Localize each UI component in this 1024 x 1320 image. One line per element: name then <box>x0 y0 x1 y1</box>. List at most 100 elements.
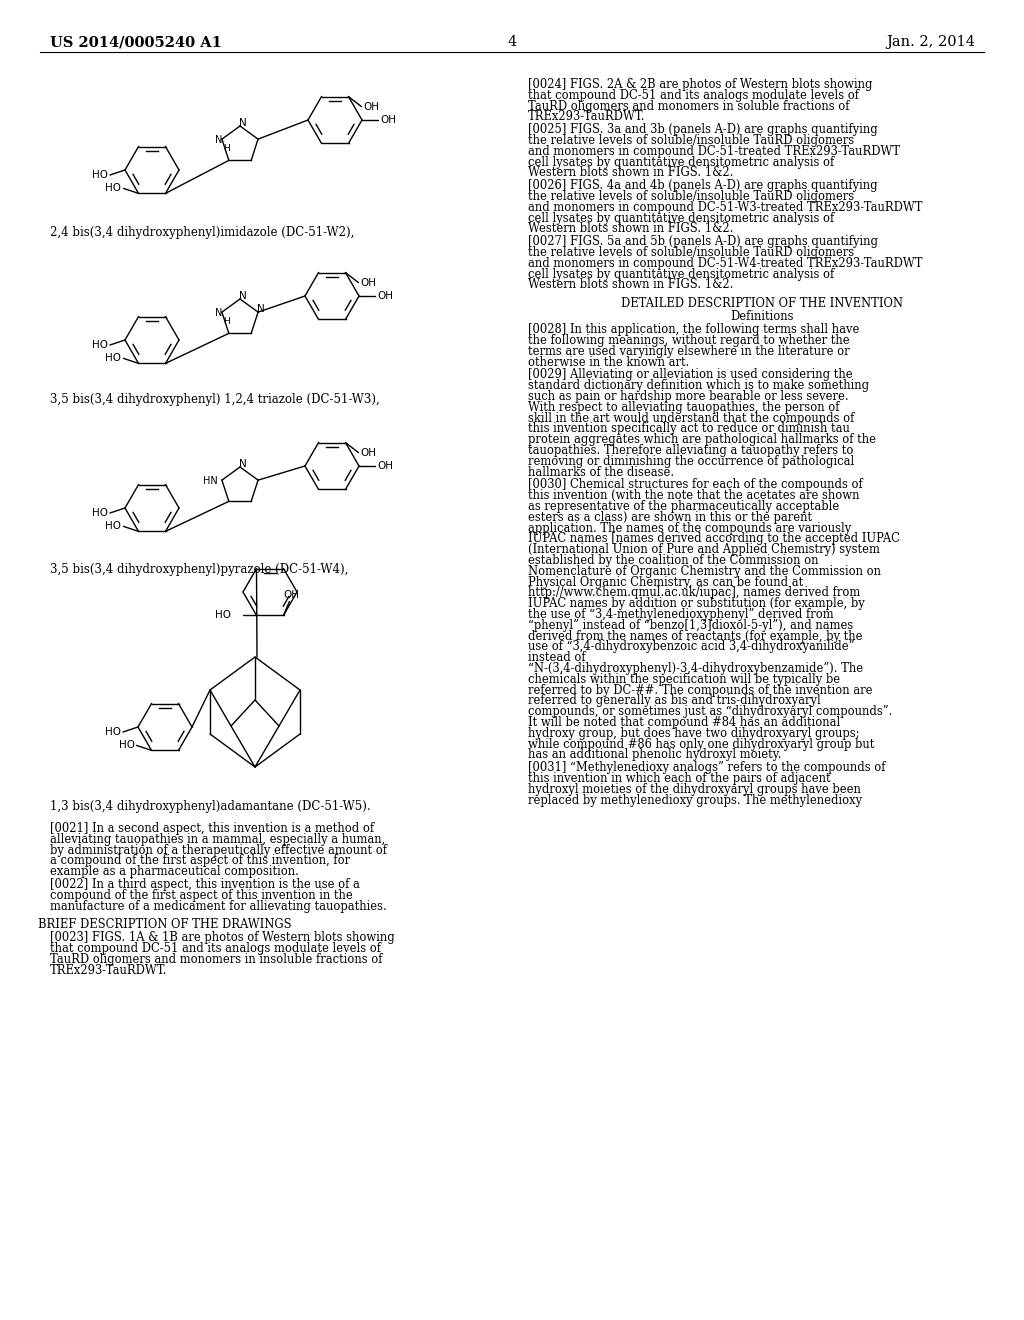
Text: application. The names of the compounds are variously: application. The names of the compounds … <box>528 521 851 535</box>
Text: 2,4 bis(3,4 dihydroxyphenyl)imidazole (DC-51-W2),: 2,4 bis(3,4 dihydroxyphenyl)imidazole (D… <box>50 226 354 239</box>
Text: and monomers in compound DC-51-W3-treated TREx293-TauRDWT: and monomers in compound DC-51-W3-treate… <box>528 201 923 214</box>
Text: [0023] FIGS. 1A & 1B are photos of Western blots showing: [0023] FIGS. 1A & 1B are photos of Weste… <box>50 932 394 944</box>
Text: terms are used varyingly elsewhere in the literature or: terms are used varyingly elsewhere in th… <box>528 345 850 358</box>
Text: [0030] Chemical structures for each of the compounds of: [0030] Chemical structures for each of t… <box>528 478 863 491</box>
Text: N: N <box>215 135 222 145</box>
Text: as representative of the pharmaceutically acceptable: as representative of the pharmaceuticall… <box>528 500 840 513</box>
Text: that compound DC-51 and its analogs modulate levels of: that compound DC-51 and its analogs modu… <box>528 88 859 102</box>
Text: http://www.chem.qmul.ac.uk/iupac], names derived from: http://www.chem.qmul.ac.uk/iupac], names… <box>528 586 860 599</box>
Text: compound of the first aspect of this invention in the: compound of the first aspect of this inv… <box>50 890 352 903</box>
Text: [0022] In a third aspect, this invention is the use of a: [0022] In a third aspect, this invention… <box>50 879 359 891</box>
Text: It will be noted that compound #84 has an additional: It will be noted that compound #84 has a… <box>528 715 841 729</box>
Text: HO: HO <box>92 170 108 180</box>
Text: H: H <box>223 317 230 326</box>
Text: [0024] FIGS. 2A & 2B are photos of Western blots showing: [0024] FIGS. 2A & 2B are photos of Weste… <box>528 78 872 91</box>
Text: hallmarks of the disease.: hallmarks of the disease. <box>528 466 674 479</box>
Text: Western blots shown in FIGS. 1&2.: Western blots shown in FIGS. 1&2. <box>528 222 733 235</box>
Text: replaced by methylenedioxy groups. The methylenedioxy: replaced by methylenedioxy groups. The m… <box>528 793 862 807</box>
Text: the use of “3,4-methylenedioxyphenyl” derived from: the use of “3,4-methylenedioxyphenyl” de… <box>528 609 834 620</box>
Text: Jan. 2, 2014: Jan. 2, 2014 <box>886 36 975 49</box>
Text: cell lysates by quantitative densitometric analysis of: cell lysates by quantitative densitometr… <box>528 156 835 169</box>
Text: referred to generally as bis and tris-dihydroxyaryl: referred to generally as bis and tris-di… <box>528 694 821 708</box>
Text: TauRD oligomers and monomers in soluble fractions of: TauRD oligomers and monomers in soluble … <box>528 99 850 112</box>
Text: by administration of a therapeutically effective amount of: by administration of a therapeutically e… <box>50 843 387 857</box>
Text: and monomers in compound DC-51-W4-treated TREx293-TauRDWT: and monomers in compound DC-51-W4-treate… <box>528 257 923 269</box>
Text: has an additional phenolic hydroxyl moiety.: has an additional phenolic hydroxyl moie… <box>528 748 781 762</box>
Text: N: N <box>240 117 247 128</box>
Text: “phenyl” instead of “benzo[1,3]dioxol-5-yl”), and names: “phenyl” instead of “benzo[1,3]dioxol-5-… <box>528 619 853 632</box>
Text: With respect to alleviating tauopathies, the person of: With respect to alleviating tauopathies,… <box>528 401 840 413</box>
Text: Physical Organic Chemistry, as can be found at: Physical Organic Chemistry, as can be fo… <box>528 576 803 589</box>
Text: N: N <box>240 459 247 469</box>
Text: the relative levels of soluble/insoluble TauRD oligomers: the relative levels of soluble/insoluble… <box>528 246 854 259</box>
Text: OH: OH <box>377 461 393 471</box>
Text: manufacture of a medicament for allievating tauopathies.: manufacture of a medicament for allievat… <box>50 900 387 913</box>
Text: use of “3,4-dihydroxybenzoic acid 3,4-dihydroxyanilide”: use of “3,4-dihydroxybenzoic acid 3,4-di… <box>528 640 854 653</box>
Text: HO: HO <box>119 741 134 750</box>
Text: OH: OH <box>360 277 377 288</box>
Text: [0029] Alleviating or alleviation is used considering the: [0029] Alleviating or alleviation is use… <box>528 368 853 381</box>
Text: [0027] FIGS. 5a and 5b (panels A-D) are graphs quantifying: [0027] FIGS. 5a and 5b (panels A-D) are … <box>528 235 878 248</box>
Text: instead of: instead of <box>528 651 586 664</box>
Text: (International Union of Pure and Applied Chemistry) system: (International Union of Pure and Applied… <box>528 544 880 556</box>
Text: skill in the art would understand that the compounds of: skill in the art would understand that t… <box>528 412 854 425</box>
Text: OH: OH <box>377 290 393 301</box>
Text: established by the coalition of the Commission on: established by the coalition of the Comm… <box>528 554 818 568</box>
Text: this invention specifically act to reduce or diminish tau: this invention specifically act to reduc… <box>528 422 850 436</box>
Text: HO: HO <box>214 610 230 620</box>
Text: HO: HO <box>92 341 108 350</box>
Text: US 2014/0005240 A1: US 2014/0005240 A1 <box>50 36 222 49</box>
Text: HN: HN <box>203 477 218 486</box>
Text: 3,5 bis(3,4 dihydroxyphenyl)pyrazole (DC-51-W4),: 3,5 bis(3,4 dihydroxyphenyl)pyrazole (DC… <box>50 564 348 576</box>
Text: OH: OH <box>360 447 377 458</box>
Text: OH: OH <box>284 590 299 601</box>
Text: OH: OH <box>380 115 396 125</box>
Text: hydroxyl moieties of the dihydroxyaryl groups have been: hydroxyl moieties of the dihydroxyaryl g… <box>528 783 861 796</box>
Text: [0021] In a second aspect, this invention is a method of: [0021] In a second aspect, this inventio… <box>50 822 374 836</box>
Text: chemicals within the specification will be typically be: chemicals within the specification will … <box>528 673 840 686</box>
Text: example as a pharmaceutical composition.: example as a pharmaceutical composition. <box>50 865 299 878</box>
Text: the relative levels of soluble/insoluble TauRD oligomers: the relative levels of soluble/insoluble… <box>528 135 854 147</box>
Text: Nomenclature of Organic Chemistry and the Commission on: Nomenclature of Organic Chemistry and th… <box>528 565 881 578</box>
Text: N: N <box>240 290 247 301</box>
Text: HO: HO <box>105 521 122 532</box>
Text: IUPAC names [names derived according to the accepted IUPAC: IUPAC names [names derived according to … <box>528 532 900 545</box>
Text: Definitions: Definitions <box>730 310 794 323</box>
Text: otherwise in the known art.: otherwise in the known art. <box>528 355 689 368</box>
Text: 4: 4 <box>507 36 517 49</box>
Text: TREx293-TauRDWT.: TREx293-TauRDWT. <box>528 111 645 123</box>
Text: N: N <box>257 304 265 314</box>
Text: HO: HO <box>105 354 122 363</box>
Text: [0031] “Methylenedioxy analogs” refers to the compounds of: [0031] “Methylenedioxy analogs” refers t… <box>528 762 886 775</box>
Text: TauRD oligomers and monomers in insoluble fractions of: TauRD oligomers and monomers in insolubl… <box>50 953 383 966</box>
Text: a compound of the first aspect of this invention, for: a compound of the first aspect of this i… <box>50 854 350 867</box>
Text: “N-(3,4-dihydroxyphenyl)-3,4-dihydroxybenzamide”). The: “N-(3,4-dihydroxyphenyl)-3,4-dihydroxybe… <box>528 663 863 675</box>
Text: such as pain or hardship more bearable or less severe.: such as pain or hardship more bearable o… <box>528 389 849 403</box>
Text: tauopathies. Therefore alleviating a tauopathy refers to: tauopathies. Therefore alleviating a tau… <box>528 444 853 457</box>
Text: HO: HO <box>92 508 108 517</box>
Text: IUPAC names by addition or substitution (for example, by: IUPAC names by addition or substitution … <box>528 597 864 610</box>
Text: that compound DC-51 and its analogs modulate levels of: that compound DC-51 and its analogs modu… <box>50 942 381 956</box>
Text: 3,5 bis(3,4 dihydroxyphenyl) 1,2,4 triazole (DC-51-W3),: 3,5 bis(3,4 dihydroxyphenyl) 1,2,4 triaz… <box>50 393 380 407</box>
Text: BRIEF DESCRIPTION OF THE DRAWINGS: BRIEF DESCRIPTION OF THE DRAWINGS <box>38 919 292 932</box>
Text: derived from the names of reactants (for example, by the: derived from the names of reactants (for… <box>528 630 862 643</box>
Text: OH: OH <box>364 102 380 112</box>
Text: standard dictionary definition which is to make something: standard dictionary definition which is … <box>528 379 869 392</box>
Text: DETAILED DESCRIPTION OF THE INVENTION: DETAILED DESCRIPTION OF THE INVENTION <box>621 297 903 310</box>
Text: cell lysates by quantitative densitometric analysis of: cell lysates by quantitative densitometr… <box>528 211 835 224</box>
Text: hydroxy group, but does have two dihydroxyaryl groups;: hydroxy group, but does have two dihydro… <box>528 727 859 739</box>
Text: cell lysates by quantitative densitometric analysis of: cell lysates by quantitative densitometr… <box>528 268 835 281</box>
Text: the following meanings, without regard to whether the: the following meanings, without regard t… <box>528 334 850 347</box>
Text: this invention in which each of the pairs of adjacent: this invention in which each of the pair… <box>528 772 830 785</box>
Text: this invention (with the note that the acetates are shown: this invention (with the note that the a… <box>528 490 859 502</box>
Text: Western blots shown in FIGS. 1&2.: Western blots shown in FIGS. 1&2. <box>528 279 733 292</box>
Text: and monomers in compound DC-51-treated TREx293-TauRDWT: and monomers in compound DC-51-treated T… <box>528 145 900 158</box>
Text: while compound #86 has only one dihydroxyaryl group but: while compound #86 has only one dihydrox… <box>528 738 874 751</box>
Text: referred to by DC-##. The compounds of the invention are: referred to by DC-##. The compounds of t… <box>528 684 872 697</box>
Text: alleviating tauopathies in a mammal, especially a human,: alleviating tauopathies in a mammal, esp… <box>50 833 385 846</box>
Text: [0028] In this application, the following terms shall have: [0028] In this application, the followin… <box>528 323 859 337</box>
Text: protein aggregates which are pathological hallmarks of the: protein aggregates which are pathologica… <box>528 433 876 446</box>
Text: Western blots shown in FIGS. 1&2.: Western blots shown in FIGS. 1&2. <box>528 166 733 180</box>
Text: the relative levels of soluble/insoluble TauRD oligomers: the relative levels of soluble/insoluble… <box>528 190 854 203</box>
Text: HO: HO <box>105 183 122 194</box>
